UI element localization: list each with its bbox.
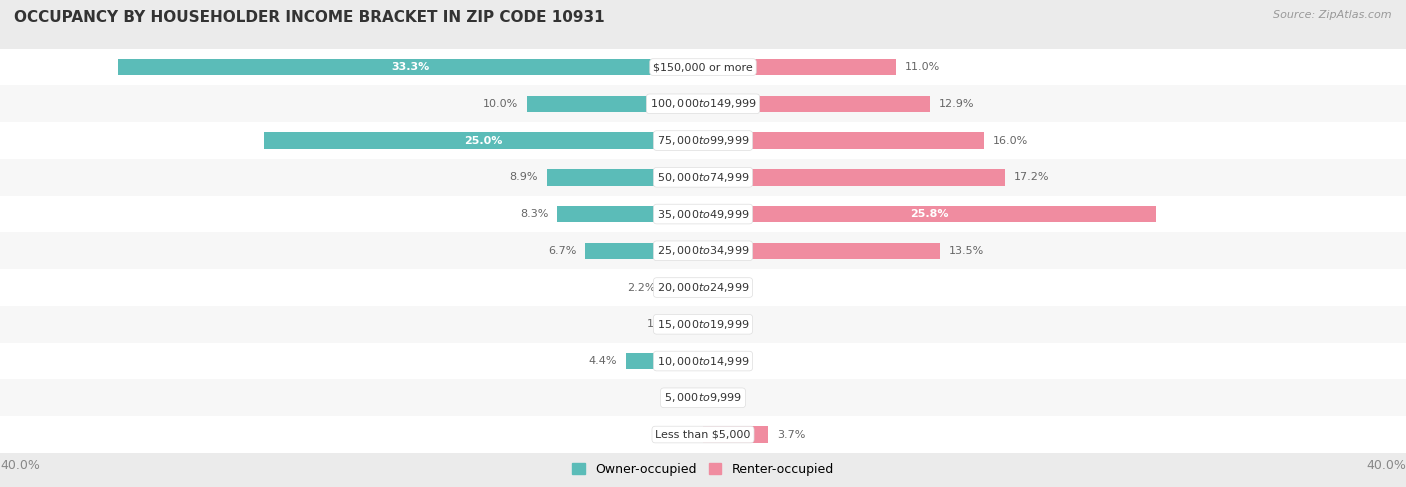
Text: 4.4%: 4.4% xyxy=(588,356,617,366)
Text: 40.0%: 40.0% xyxy=(1367,459,1406,472)
Bar xyxy=(626,353,703,369)
Text: $35,000 to $49,999: $35,000 to $49,999 xyxy=(657,207,749,221)
Bar xyxy=(264,132,703,149)
Text: 0.0%: 0.0% xyxy=(713,393,742,403)
Text: 0.0%: 0.0% xyxy=(713,319,742,329)
Bar xyxy=(0,85,1406,122)
Text: 25.8%: 25.8% xyxy=(911,209,949,219)
Text: 17.2%: 17.2% xyxy=(1014,172,1049,182)
Bar xyxy=(703,426,768,443)
Bar xyxy=(0,122,1406,159)
Bar xyxy=(683,316,703,333)
Text: 0.0%: 0.0% xyxy=(664,393,693,403)
Bar xyxy=(0,196,1406,232)
Text: 11.0%: 11.0% xyxy=(905,62,941,72)
Bar xyxy=(585,243,703,259)
Text: 0.0%: 0.0% xyxy=(713,282,742,293)
Text: $10,000 to $14,999: $10,000 to $14,999 xyxy=(657,355,749,368)
Text: 8.3%: 8.3% xyxy=(520,209,548,219)
Text: 33.3%: 33.3% xyxy=(391,62,429,72)
Text: 25.0%: 25.0% xyxy=(464,135,502,146)
Text: 10.0%: 10.0% xyxy=(484,99,519,109)
Bar xyxy=(0,379,1406,416)
Bar xyxy=(0,159,1406,196)
Bar xyxy=(703,206,1156,223)
Bar xyxy=(0,49,1406,85)
Text: 0.0%: 0.0% xyxy=(713,356,742,366)
Legend: Owner-occupied, Renter-occupied: Owner-occupied, Renter-occupied xyxy=(568,458,838,481)
Bar xyxy=(703,169,1005,186)
Bar xyxy=(703,95,929,112)
Text: Less than $5,000: Less than $5,000 xyxy=(655,430,751,440)
Text: $150,000 or more: $150,000 or more xyxy=(654,62,752,72)
Text: $15,000 to $19,999: $15,000 to $19,999 xyxy=(657,318,749,331)
Text: Source: ZipAtlas.com: Source: ZipAtlas.com xyxy=(1274,10,1392,20)
Text: 12.9%: 12.9% xyxy=(939,99,974,109)
Bar xyxy=(547,169,703,186)
Text: $100,000 to $149,999: $100,000 to $149,999 xyxy=(650,97,756,111)
Bar xyxy=(703,132,984,149)
Text: $25,000 to $34,999: $25,000 to $34,999 xyxy=(657,244,749,257)
Bar xyxy=(665,279,703,296)
Bar xyxy=(0,306,1406,343)
Bar xyxy=(703,59,897,75)
Text: 2.2%: 2.2% xyxy=(627,282,655,293)
Text: $20,000 to $24,999: $20,000 to $24,999 xyxy=(657,281,749,294)
Bar xyxy=(557,206,703,223)
Bar xyxy=(0,416,1406,453)
Text: 3.7%: 3.7% xyxy=(778,430,806,440)
Bar xyxy=(0,343,1406,379)
Text: 13.5%: 13.5% xyxy=(949,246,984,256)
Text: 8.9%: 8.9% xyxy=(509,172,537,182)
Text: OCCUPANCY BY HOUSEHOLDER INCOME BRACKET IN ZIP CODE 10931: OCCUPANCY BY HOUSEHOLDER INCOME BRACKET … xyxy=(14,10,605,25)
Text: $75,000 to $99,999: $75,000 to $99,999 xyxy=(657,134,749,147)
Text: 40.0%: 40.0% xyxy=(0,459,39,472)
Bar xyxy=(0,269,1406,306)
Bar xyxy=(527,95,703,112)
Text: 16.0%: 16.0% xyxy=(993,135,1028,146)
Text: $50,000 to $74,999: $50,000 to $74,999 xyxy=(657,171,749,184)
Text: $5,000 to $9,999: $5,000 to $9,999 xyxy=(664,391,742,404)
Bar xyxy=(703,243,941,259)
Text: 0.0%: 0.0% xyxy=(664,430,693,440)
Bar xyxy=(118,59,703,75)
Bar xyxy=(0,232,1406,269)
Text: 6.7%: 6.7% xyxy=(548,246,576,256)
Text: 1.1%: 1.1% xyxy=(647,319,675,329)
